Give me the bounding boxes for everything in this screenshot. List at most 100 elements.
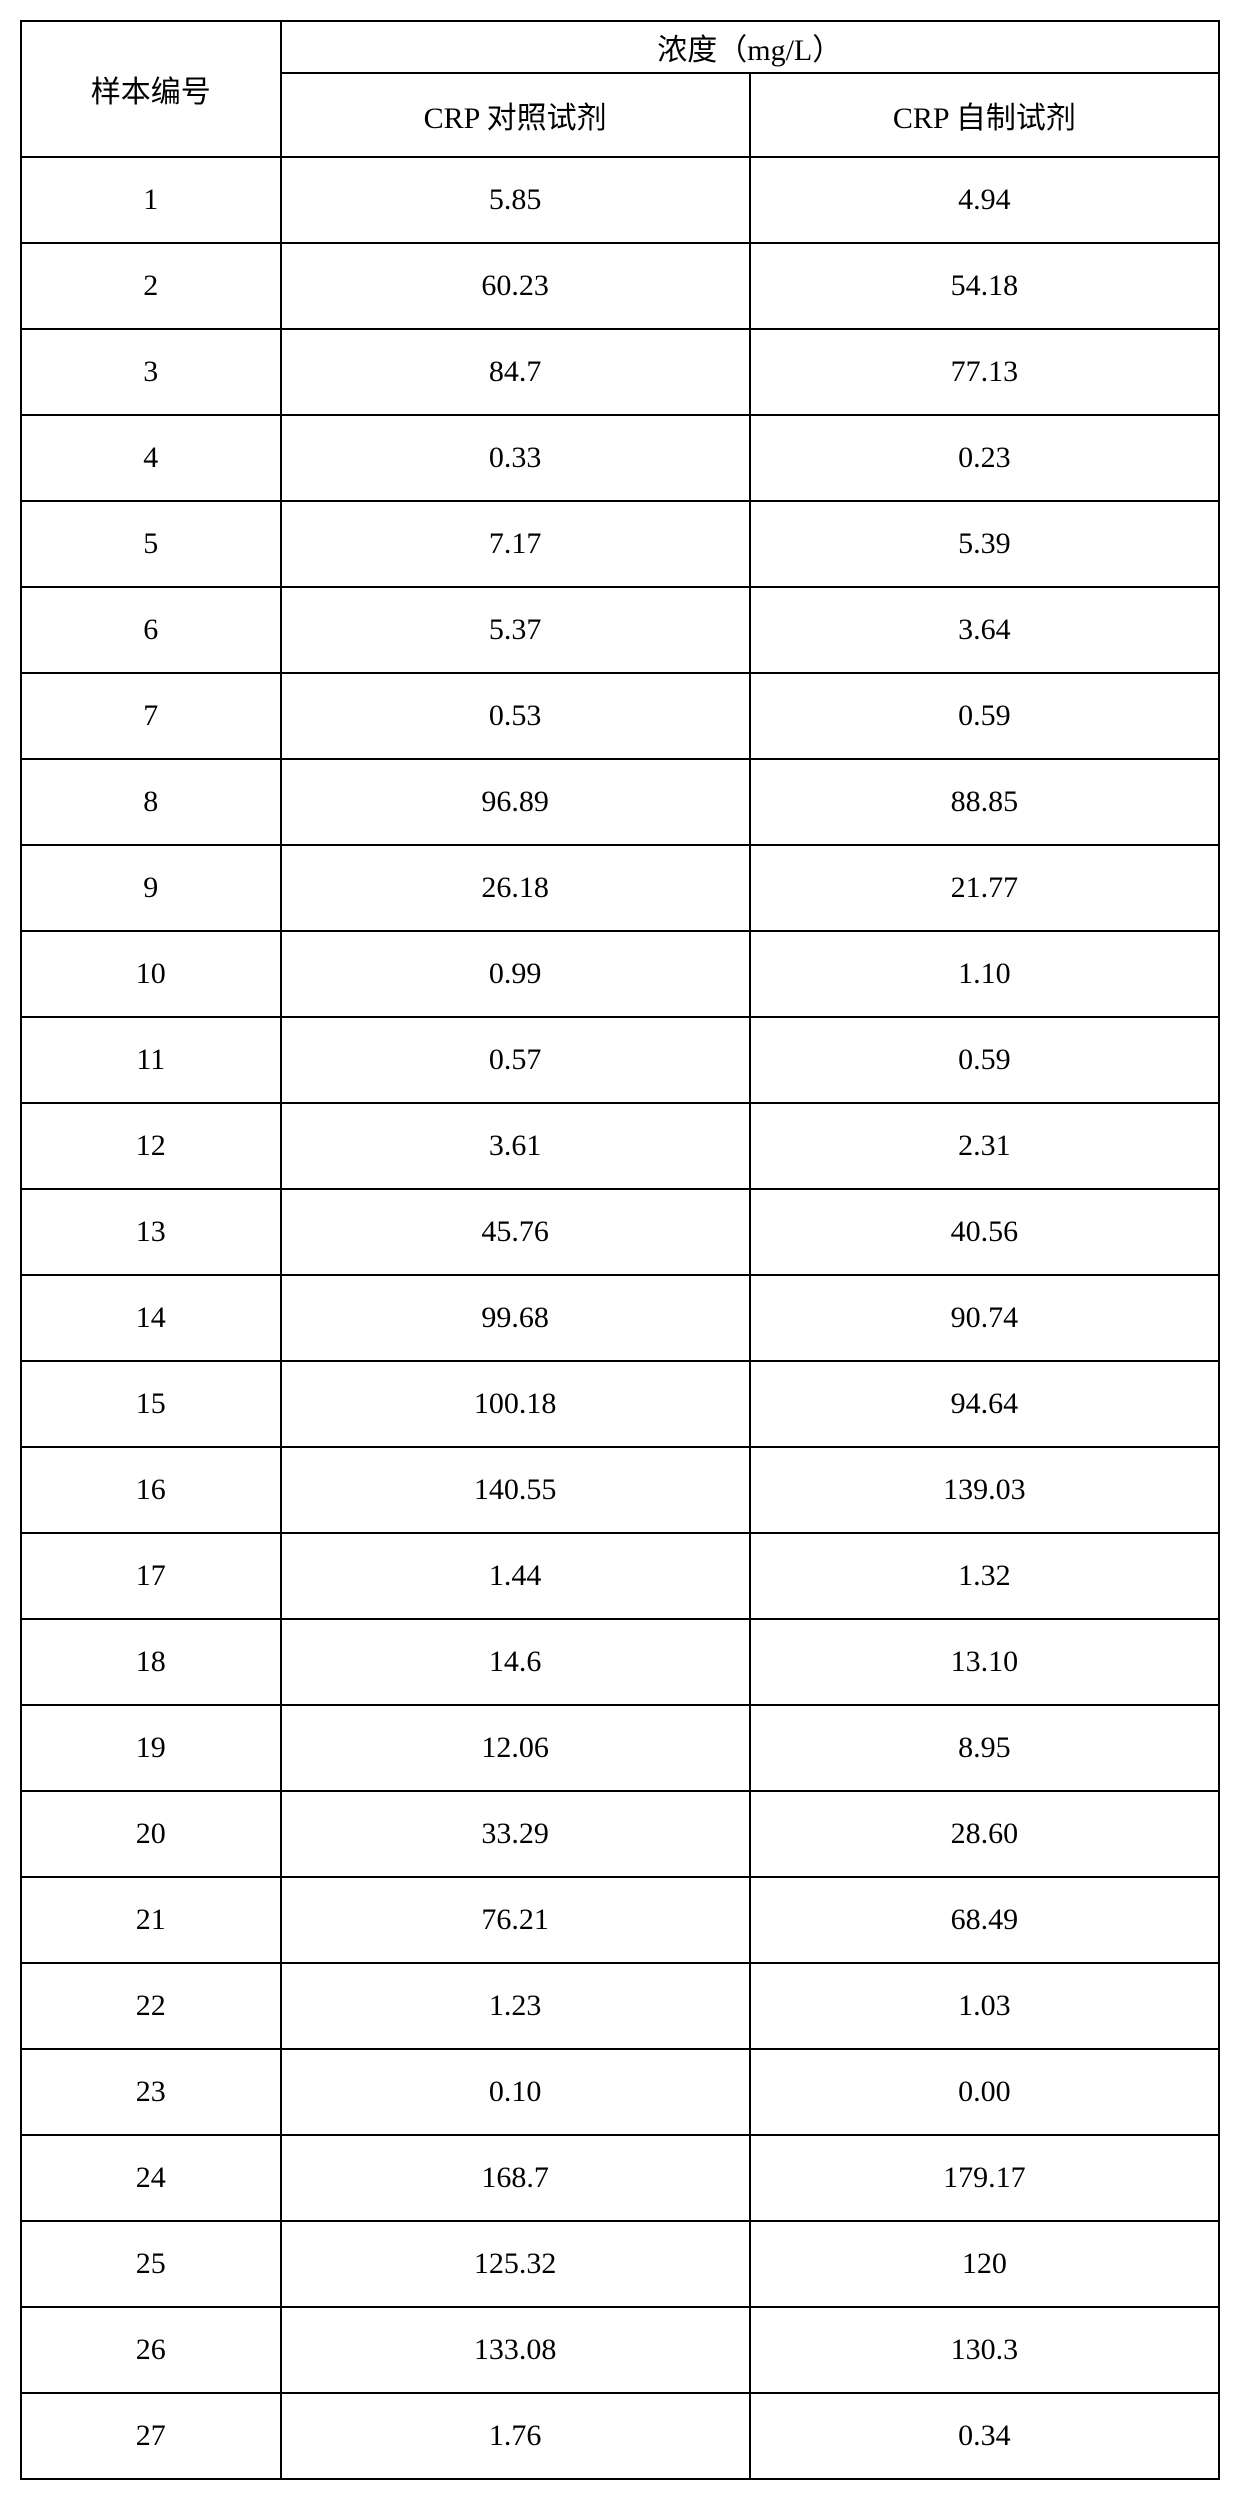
- sample-id-cell: 15: [21, 1361, 281, 1447]
- self-value-cell: 120: [750, 2221, 1219, 2307]
- self-value-cell: 1.10: [750, 931, 1219, 1017]
- table-row: 100.991.10: [21, 931, 1219, 1017]
- sample-id-cell: 6: [21, 587, 281, 673]
- control-value-cell: 1.23: [281, 1963, 750, 2049]
- control-value-cell: 0.33: [281, 415, 750, 501]
- self-value-cell: 94.64: [750, 1361, 1219, 1447]
- table-row: 384.777.13: [21, 329, 1219, 415]
- self-value-cell: 1.03: [750, 1963, 1219, 2049]
- control-value-cell: 0.10: [281, 2049, 750, 2135]
- sample-id-cell: 24: [21, 2135, 281, 2221]
- table-row: 1499.6890.74: [21, 1275, 1219, 1361]
- control-value-cell: 133.08: [281, 2307, 750, 2393]
- table-row: 40.330.23: [21, 415, 1219, 501]
- self-value-cell: 0.59: [750, 673, 1219, 759]
- self-value-cell: 4.94: [750, 157, 1219, 243]
- sample-id-cell: 16: [21, 1447, 281, 1533]
- self-value-cell: 40.56: [750, 1189, 1219, 1275]
- self-value-cell: 0.59: [750, 1017, 1219, 1103]
- control-value-cell: 140.55: [281, 1447, 750, 1533]
- control-value-cell: 5.85: [281, 157, 750, 243]
- control-value-cell: 12.06: [281, 1705, 750, 1791]
- table-row: 15100.1894.64: [21, 1361, 1219, 1447]
- table-row: 271.760.34: [21, 2393, 1219, 2479]
- table-row: 16140.55139.03: [21, 1447, 1219, 1533]
- control-value-cell: 45.76: [281, 1189, 750, 1275]
- sample-id-cell: 21: [21, 1877, 281, 1963]
- table-row: 1814.613.10: [21, 1619, 1219, 1705]
- sample-id-cell: 13: [21, 1189, 281, 1275]
- control-value-cell: 5.37: [281, 587, 750, 673]
- concentration-header: 浓度（mg/L）: [281, 21, 1219, 73]
- self-value-cell: 8.95: [750, 1705, 1219, 1791]
- concentration-data-table: 样本编号 浓度（mg/L） CRP 对照试剂 CRP 自制试剂 15.854.9…: [20, 20, 1220, 2480]
- self-value-cell: 21.77: [750, 845, 1219, 931]
- self-value-cell: 5.39: [750, 501, 1219, 587]
- control-value-cell: 0.99: [281, 931, 750, 1017]
- table-row: 15.854.94: [21, 157, 1219, 243]
- sample-id-cell: 9: [21, 845, 281, 931]
- control-value-cell: 0.57: [281, 1017, 750, 1103]
- self-value-cell: 0.34: [750, 2393, 1219, 2479]
- sample-id-cell: 4: [21, 415, 281, 501]
- sample-id-cell: 17: [21, 1533, 281, 1619]
- table-row: 70.530.59: [21, 673, 1219, 759]
- sample-id-cell: 5: [21, 501, 281, 587]
- table-row: 26133.08130.3: [21, 2307, 1219, 2393]
- sample-id-cell: 27: [21, 2393, 281, 2479]
- table-row: 171.441.32: [21, 1533, 1219, 1619]
- sample-id-cell: 26: [21, 2307, 281, 2393]
- sample-id-cell: 1: [21, 157, 281, 243]
- table-row: 65.373.64: [21, 587, 1219, 673]
- header-row-1: 样本编号 浓度（mg/L）: [21, 21, 1219, 73]
- self-value-cell: 28.60: [750, 1791, 1219, 1877]
- control-value-cell: 99.68: [281, 1275, 750, 1361]
- self-value-cell: 2.31: [750, 1103, 1219, 1189]
- sample-id-cell: 2: [21, 243, 281, 329]
- sample-id-cell: 25: [21, 2221, 281, 2307]
- self-value-cell: 130.3: [750, 2307, 1219, 2393]
- sample-id-cell: 12: [21, 1103, 281, 1189]
- control-value-cell: 1.76: [281, 2393, 750, 2479]
- self-value-cell: 68.49: [750, 1877, 1219, 1963]
- table-row: 926.1821.77: [21, 845, 1219, 931]
- control-value-cell: 60.23: [281, 243, 750, 329]
- self-value-cell: 179.17: [750, 2135, 1219, 2221]
- sample-id-cell: 3: [21, 329, 281, 415]
- self-value-cell: 54.18: [750, 243, 1219, 329]
- self-value-cell: 13.10: [750, 1619, 1219, 1705]
- sample-id-cell: 20: [21, 1791, 281, 1877]
- control-value-cell: 125.32: [281, 2221, 750, 2307]
- self-value-cell: 3.64: [750, 587, 1219, 673]
- control-value-cell: 1.44: [281, 1533, 750, 1619]
- control-value-cell: 76.21: [281, 1877, 750, 1963]
- table-row: 57.175.39: [21, 501, 1219, 587]
- sample-id-cell: 7: [21, 673, 281, 759]
- control-value-cell: 7.17: [281, 501, 750, 587]
- table-row: 221.231.03: [21, 1963, 1219, 2049]
- sample-id-cell: 8: [21, 759, 281, 845]
- self-value-cell: 88.85: [750, 759, 1219, 845]
- control-value-cell: 0.53: [281, 673, 750, 759]
- self-value-cell: 0.23: [750, 415, 1219, 501]
- table-row: 1345.7640.56: [21, 1189, 1219, 1275]
- self-value-cell: 1.32: [750, 1533, 1219, 1619]
- self-value-cell: 90.74: [750, 1275, 1219, 1361]
- table-row: 260.2354.18: [21, 243, 1219, 329]
- sample-id-cell: 22: [21, 1963, 281, 2049]
- control-reagent-header: CRP 对照试剂: [281, 73, 750, 157]
- sample-id-cell: 19: [21, 1705, 281, 1791]
- sample-id-cell: 18: [21, 1619, 281, 1705]
- table-row: 896.8988.85: [21, 759, 1219, 845]
- control-value-cell: 33.29: [281, 1791, 750, 1877]
- control-value-cell: 100.18: [281, 1361, 750, 1447]
- control-value-cell: 14.6: [281, 1619, 750, 1705]
- control-value-cell: 96.89: [281, 759, 750, 845]
- self-value-cell: 0.00: [750, 2049, 1219, 2135]
- self-value-cell: 77.13: [750, 329, 1219, 415]
- table-body: 15.854.94260.2354.18384.777.1340.330.235…: [21, 157, 1219, 2479]
- sample-id-header: 样本编号: [21, 21, 281, 157]
- sample-id-cell: 11: [21, 1017, 281, 1103]
- control-value-cell: 26.18: [281, 845, 750, 931]
- table-row: 1912.068.95: [21, 1705, 1219, 1791]
